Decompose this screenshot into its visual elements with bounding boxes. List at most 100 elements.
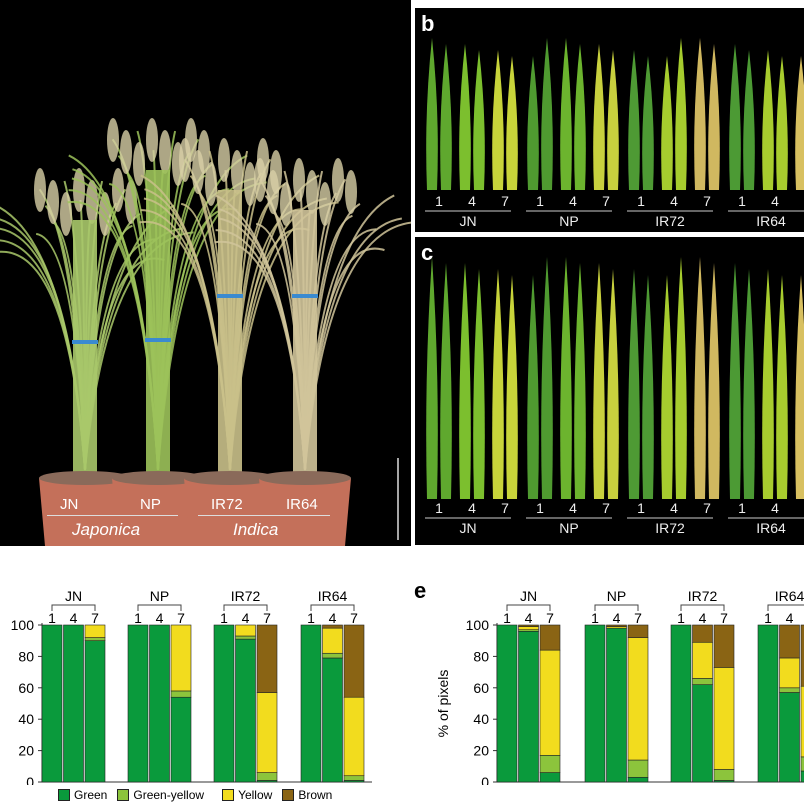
cultivar-label-ir72: IR72	[211, 496, 243, 513]
leaf	[440, 263, 452, 499]
leaf	[661, 275, 673, 499]
day-label: 7	[350, 610, 358, 626]
pot	[184, 478, 276, 546]
bar-segment-green	[213, 624, 235, 783]
leaf	[459, 263, 471, 499]
bar-segment-yellow	[627, 637, 649, 761]
bar-segment-green-yellow	[235, 635, 256, 640]
bar-segment-green	[518, 630, 539, 783]
day-label: 7	[602, 193, 610, 209]
leaf	[661, 56, 673, 190]
leaf-blade	[304, 194, 395, 471]
day-label: 4	[699, 610, 707, 626]
panicle	[332, 158, 344, 202]
pot-soil	[39, 471, 131, 485]
day-label: 7	[546, 610, 554, 626]
leaf	[560, 257, 572, 499]
leaf	[694, 38, 706, 190]
cultivar-label: NP	[559, 213, 578, 229]
bar-segment-brown	[256, 624, 278, 693]
day-label: 1	[637, 193, 645, 209]
day-label: 1	[738, 193, 746, 209]
leaf	[492, 50, 504, 190]
bar-segment-green	[627, 776, 649, 783]
bar-segment-green-yellow	[170, 690, 192, 698]
bar-segment-brown	[800, 624, 804, 687]
group-bracket	[767, 604, 804, 611]
leaf	[459, 44, 471, 190]
leaf-blade	[0, 206, 86, 471]
indica-divider	[198, 515, 330, 516]
leaf	[492, 269, 504, 499]
legend-label-green: Green	[74, 788, 108, 802]
y-tick-label: 100	[11, 617, 35, 633]
y-tick-label: 80	[473, 648, 489, 664]
cultivar-label: IR64	[756, 213, 786, 229]
panicle	[60, 192, 72, 236]
panicle	[254, 158, 266, 202]
panicle	[293, 158, 305, 202]
tie-band	[145, 338, 171, 342]
group-bracket	[51, 604, 96, 611]
leaf	[593, 44, 605, 190]
panicle	[34, 168, 46, 212]
leaf	[607, 269, 619, 499]
legend-swatch-green-yellow	[117, 789, 130, 801]
bar-segment-brown	[343, 624, 365, 698]
legend-label-brown: Brown	[298, 788, 333, 802]
day-label: 4	[468, 500, 476, 516]
tie-band	[217, 294, 243, 298]
y-tick-label: 60	[18, 680, 34, 696]
cultivar-label-ir64: IR64	[286, 496, 318, 513]
tie-band	[72, 340, 98, 344]
leaf	[527, 275, 539, 499]
day-label: 4	[771, 193, 779, 209]
leaf	[440, 44, 452, 190]
day-label: 4	[670, 500, 678, 516]
leaf	[560, 38, 572, 190]
bar-segment-brown	[779, 624, 800, 659]
group-label-indica: Indica	[233, 520, 279, 539]
group-label: IR72	[688, 588, 718, 604]
day-label: 4	[786, 610, 794, 626]
bar-segment-yellow	[256, 692, 278, 773]
pot	[112, 478, 204, 546]
leaf	[628, 269, 640, 499]
legend-swatch-green	[58, 789, 70, 801]
day-label: 7	[501, 193, 509, 209]
bar-segment-green	[606, 627, 627, 783]
panicle	[231, 150, 243, 194]
group-label: JN	[520, 588, 537, 604]
bar-segment-yellow	[800, 685, 804, 758]
bar-segment-green	[584, 624, 606, 783]
bar-segment-green-yellow	[256, 772, 278, 781]
bar-segment-yellow	[84, 624, 106, 638]
y-tick-label: 0	[26, 774, 34, 785]
leaf	[675, 257, 687, 499]
bar-segment-brown	[539, 624, 561, 651]
bar-segment-brown	[692, 624, 713, 643]
bar-segment-green	[539, 772, 561, 783]
plant-photo-panel: JN NP IR72 IR64 Japonica Indica	[0, 0, 411, 546]
day-label: 7	[720, 610, 728, 626]
bar-segment-yellow	[518, 626, 539, 631]
panicle	[179, 138, 191, 182]
y-tick-label: 100	[466, 617, 490, 633]
leaf	[628, 50, 640, 190]
chart-legend: Green Green-yellow Yellow Brown	[58, 788, 332, 802]
bar-segment-yellow	[779, 657, 800, 689]
cultivar-label: NP	[559, 520, 578, 536]
day-label: 4	[569, 193, 577, 209]
leaf	[506, 56, 518, 190]
day-label: 4	[525, 610, 533, 626]
legend-label-green-yellow: Green-yellow	[133, 788, 205, 802]
panicle	[280, 182, 292, 226]
day-label: 7	[703, 193, 711, 209]
panicle	[107, 118, 119, 162]
bar-segment-yellow	[539, 649, 561, 756]
y-tick-label: 40	[473, 711, 489, 727]
group-label: JN	[65, 588, 82, 604]
